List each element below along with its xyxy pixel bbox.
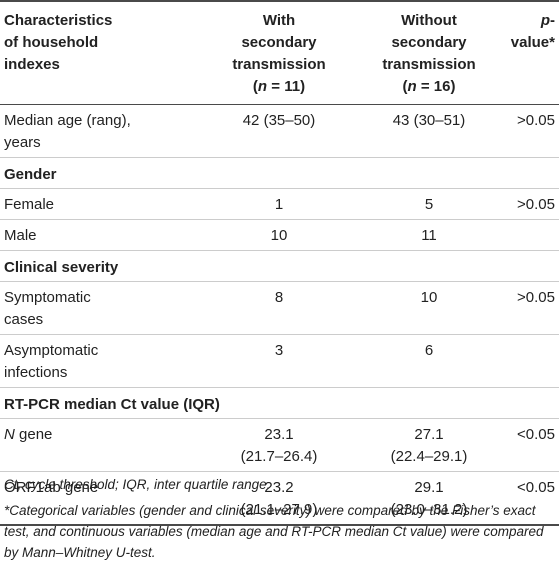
cell-with: 8	[274, 289, 284, 306]
cell-without: 5	[424, 196, 434, 213]
iqr-value: (23.0–31.2)	[390, 501, 468, 518]
p-symbol: p	[540, 12, 550, 29]
section-label: Clinical severity	[4, 259, 119, 276]
cell-p-value	[504, 335, 559, 388]
table-row-symptomatic: Symptomatic cases 8 10 >0.05	[0, 282, 559, 335]
label-line: Asymptomatic	[4, 342, 99, 359]
footnote: *Categorical variables (gender and clini…	[4, 503, 544, 560]
cell-p-value: <0.05	[517, 479, 555, 496]
section-label: RT-PCR median Ct value (IQR)	[4, 396, 220, 413]
cell-with: 3	[274, 342, 284, 359]
label-line: years	[4, 134, 41, 151]
table-row-female: Female 1 5 >0.05	[0, 189, 559, 220]
cell-with: 23.2 (21.1–27.9)	[204, 472, 354, 526]
median-value: 29.1	[414, 479, 444, 496]
cell-without: 11	[421, 227, 437, 244]
header-line: Characteristics	[4, 12, 113, 29]
gene-symbol: N	[4, 426, 15, 443]
table-row-age: Median age (rang), years 42 (35–50) 43 (…	[0, 105, 559, 158]
equals-sign: =	[267, 78, 285, 95]
cell-without: 10	[420, 289, 438, 306]
table-header-row: Characteristics of household indexes Wit…	[0, 1, 559, 105]
data-table: Characteristics of household indexes Wit…	[0, 1, 559, 526]
iqr-value: (22.4–29.1)	[390, 448, 468, 465]
n-value: 16	[433, 78, 451, 95]
cell-p-value: >0.05	[517, 196, 555, 213]
cell-with: 42 (35–50)	[242, 112, 316, 129]
median-value: 23.2	[264, 479, 294, 496]
header-line: secondary	[241, 34, 317, 51]
cell-p-value: <0.05	[517, 426, 555, 443]
cell-without: 6	[424, 342, 434, 359]
iqr-value: (21.7–26.4)	[240, 448, 318, 465]
cell-without: 27.1 (22.4–29.1)	[354, 419, 504, 472]
median-value: 23.1	[264, 426, 294, 443]
header-line: transmission	[232, 56, 326, 73]
header-line: indexes	[4, 56, 60, 73]
table-notes: Ct, cycle threshold; IQR, inter quartile…	[4, 474, 552, 568]
section-row-gender: Gender	[0, 158, 559, 189]
cell-p-value	[504, 220, 559, 251]
label-line: cases	[4, 311, 44, 328]
header-with-transmission: With secondary transmission (n = 11)	[232, 12, 326, 95]
section-row-clinical-severity: Clinical severity	[0, 251, 559, 282]
cell-without: 29.1 (23.0–31.2)	[354, 472, 504, 526]
section-label: Gender	[4, 166, 57, 183]
header-line: secondary	[391, 34, 467, 51]
row-label: Male	[4, 227, 37, 244]
label-line: Symptomatic	[4, 289, 91, 306]
label-line: Median age (rang),	[4, 112, 131, 129]
table-row-n-gene: N gene 23.1 (21.7–26.4) 27.1 (22.4–29.1)…	[0, 419, 559, 472]
header-line: of household	[4, 34, 99, 51]
header-line: Without	[401, 12, 457, 29]
p-value-label: -value*	[510, 12, 555, 51]
label-text: gene	[14, 426, 53, 443]
header-line: With	[262, 12, 296, 29]
n-value: 11	[284, 78, 301, 95]
row-label: Median age (rang), years	[0, 105, 204, 158]
abbreviations-note: Ct, cycle threshold; IQR, inter quartile…	[4, 477, 271, 492]
row-label: ORF1ab gene	[4, 479, 99, 496]
cell-p-value: >0.05	[517, 289, 555, 306]
label-line: infections	[4, 364, 68, 381]
n-symbol: n	[257, 78, 268, 95]
table-row-orf1ab: ORF1ab gene 23.2 (21.1–27.9) 29.1 (23.0–…	[0, 472, 559, 526]
header-p-value: p-value*	[504, 1, 559, 105]
header-characteristics: Characteristics of household indexes	[0, 1, 204, 105]
row-label: Female	[4, 196, 55, 213]
header-line: transmission	[382, 56, 476, 73]
cell-without: 43 (30–51)	[392, 112, 466, 129]
table-row-asymptomatic: Asymptomatic infections 3 6	[0, 335, 559, 388]
row-label: Asymptomatic infections	[0, 335, 204, 388]
table-row-male: Male 10 11	[0, 220, 559, 251]
cell-p-value: >0.05	[517, 112, 555, 129]
n-symbol: n	[407, 78, 417, 95]
median-value: 27.1	[414, 426, 444, 443]
row-label: N gene	[0, 419, 204, 472]
iqr-value: (21.1–27.9)	[240, 501, 318, 518]
cell-with: 10	[270, 227, 288, 244]
cell-with: 1	[274, 196, 284, 213]
equals-sign: =	[416, 78, 434, 95]
header-without-transmission: Without secondary transmission (n = 16)	[382, 12, 476, 95]
section-row-rtpcr: RT-PCR median Ct value (IQR)	[0, 388, 559, 419]
cell-with: 23.1 (21.7–26.4)	[204, 419, 354, 472]
row-label: Symptomatic cases	[0, 282, 204, 335]
